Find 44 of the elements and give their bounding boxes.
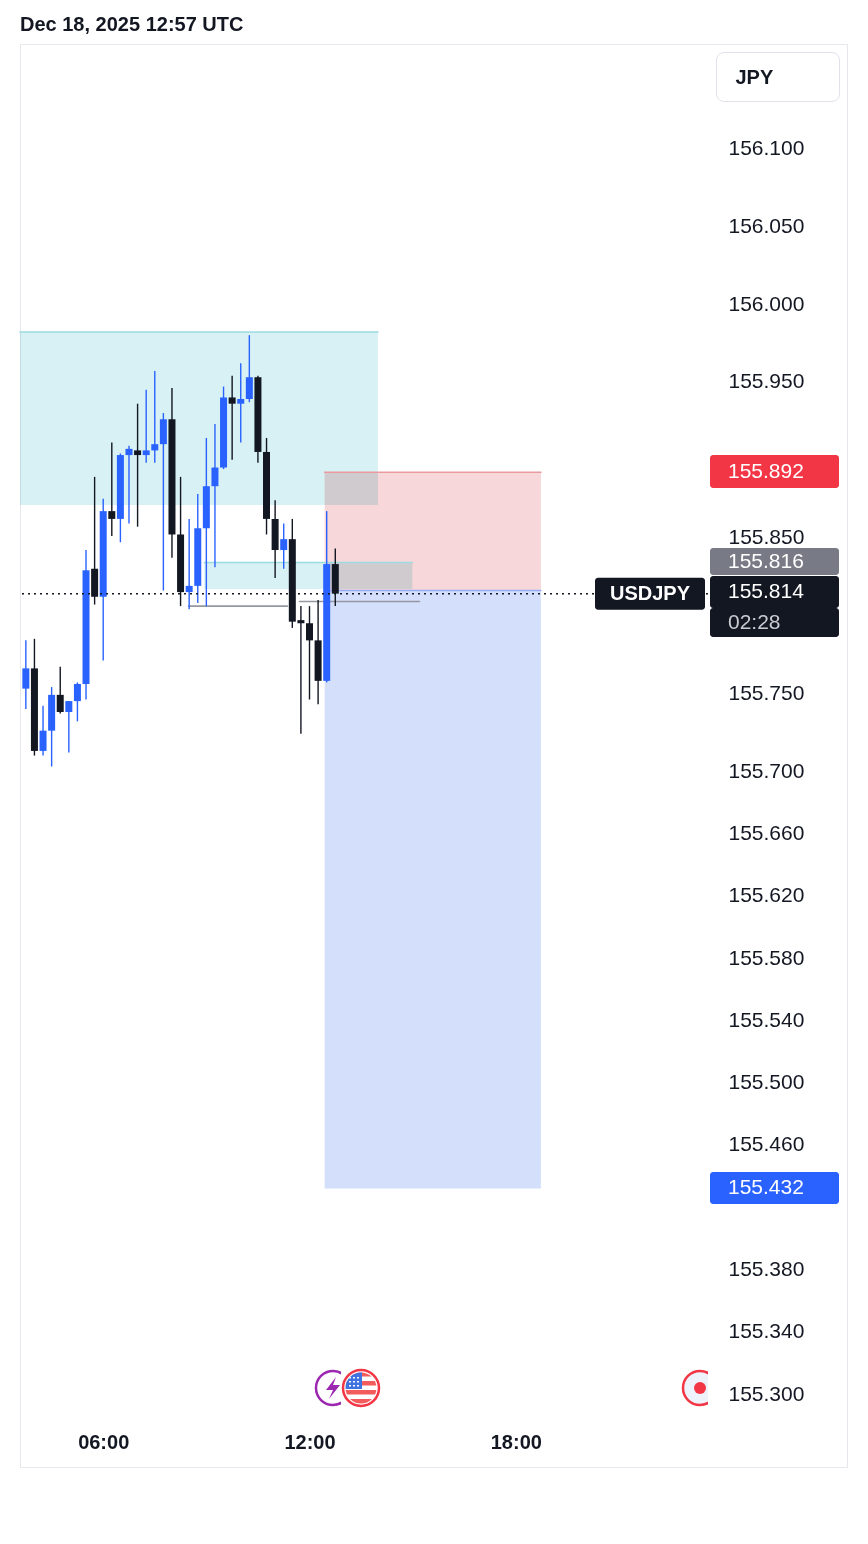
text: 155.432 [728,1175,804,1198]
candlestick [39,705,47,757]
y-tick-label: 156.000 [728,291,805,315]
y-tick-label: 155.950 [728,369,805,393]
y-tick-label: 155.380 [728,1256,805,1280]
y-tick-label: 156.050 [728,213,805,237]
y-tick-label: 155.460 [728,1132,805,1156]
ref-line-label: USDJPY [609,581,691,604]
candlestick [142,388,150,464]
candlestick [134,402,142,528]
x-tick-label: 06:00 [78,1430,130,1453]
y-tick-label: 155.850 [728,525,805,549]
y-tick-label: 155.540 [728,1007,805,1031]
candlestick [237,362,245,444]
text: 155.814 [728,579,805,602]
y-tick-label: 155.340 [728,1319,805,1343]
x-tick-label: 12:00 [284,1430,336,1453]
candlestick [185,518,193,610]
y-tick-label: 155.750 [728,680,805,704]
text: 155.816 [728,548,804,572]
candlestick [306,605,313,701]
candlestick [125,445,133,525]
y-tick-label: 155.300 [728,1381,805,1405]
candlestick [108,441,116,537]
candlestick [73,681,81,723]
x-tick-label: 18:00 [490,1430,542,1453]
text: 155.892 [728,458,804,482]
candlestick [22,639,30,710]
y-tick-label: 155.580 [728,945,805,969]
candlestick [65,700,73,754]
y-tick-label: 155.620 [728,883,805,907]
y-tick-label: 156.100 [728,135,805,159]
y-tick-label: 155.700 [728,758,805,782]
candlestick [56,666,64,715]
candlestick [211,423,219,568]
candlestick [245,334,253,403]
y-axis-title: JPY [735,65,774,88]
candlestick [228,374,236,461]
y-tick-label: 155.500 [728,1070,805,1094]
y-tick-label: 155.660 [728,820,805,844]
candlestick [151,370,159,464]
chart-title: Dec 18, 2025 12:57 UTC [20,13,244,35]
text: 02:28 [728,609,781,633]
candlestick [280,522,288,570]
